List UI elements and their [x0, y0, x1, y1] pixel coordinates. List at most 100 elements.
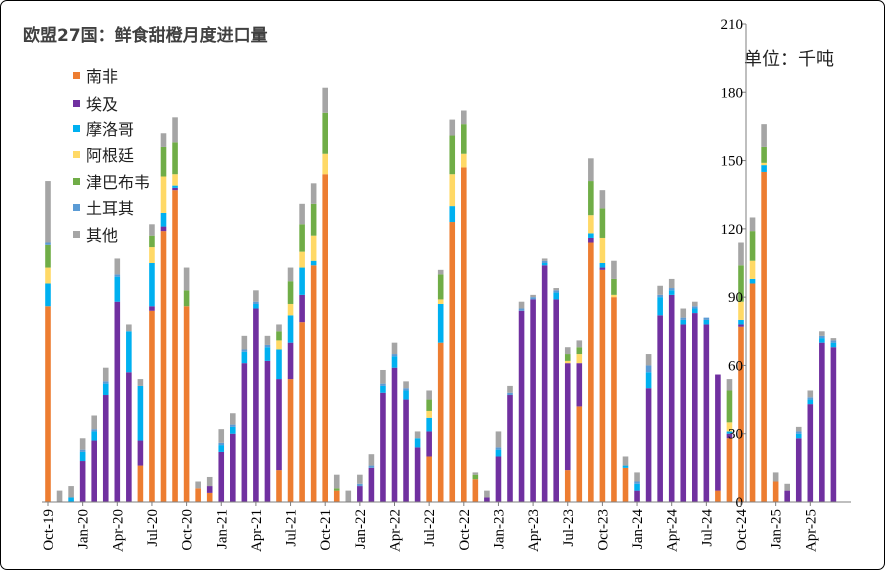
bar-Jun-21-2	[276, 349, 282, 380]
bar-Jan-23-6	[495, 431, 502, 448]
bar-Oct-20-0	[183, 306, 190, 502]
bar-May-21-5	[264, 344, 271, 348]
bar-Apr-24-1	[668, 294, 675, 502]
bar-Aug-22-2	[437, 303, 444, 343]
x-tick-label: Oct-21	[318, 509, 334, 551]
bar-Jun-21-1	[276, 379, 282, 471]
bar-Aug-20-1	[160, 226, 167, 232]
bar-Apr-25-5	[807, 397, 814, 400]
bar-Oct-24-2	[738, 319, 744, 325]
bar-Mar-22-2	[380, 385, 386, 393]
bar-Feb-21-2	[230, 426, 236, 434]
bar-Mar-25-1	[795, 438, 802, 502]
bar-Mar-24-6	[657, 285, 663, 295]
legend-swatch-icon	[73, 150, 80, 158]
legend-swatch-icon	[73, 124, 80, 132]
bar-Feb-20-6	[91, 415, 97, 430]
bar-Sep-24-6	[726, 379, 733, 391]
bar-Nov-20-0	[195, 488, 201, 502]
bar-Oct-19-5	[45, 242, 51, 245]
bar-Oct-24-4	[738, 265, 744, 302]
bar-Aug-20-6	[160, 133, 167, 147]
bar-Feb-20-2	[91, 431, 97, 441]
bar-Sep-22-2	[449, 206, 456, 223]
bar-Aug-22-3	[437, 299, 444, 304]
bar-Jun-20-0	[137, 465, 144, 502]
x-tick-label: Oct-23	[595, 509, 611, 551]
bar-Jun-21-4	[276, 331, 282, 341]
bar-Dec-21-6	[345, 490, 352, 502]
bar-Apr-24-5	[668, 288, 675, 291]
bar-May-23-6	[541, 258, 548, 261]
bar-Jun-20-2	[137, 385, 144, 441]
bar-Jan-24-6	[634, 472, 640, 482]
bar-Apr-24-2	[668, 290, 675, 295]
bar-May-24-2	[680, 319, 687, 325]
bar-Mar-22-1	[380, 392, 386, 502]
bar-Aug-20-4	[160, 146, 167, 177]
x-tick-label: Jan-25	[769, 509, 785, 549]
x-tick-label: Oct-20	[180, 509, 196, 551]
x-tick-label: Jul-21	[284, 509, 300, 547]
bar-Jul-24-2	[703, 319, 710, 325]
bar-Nov-23-4	[611, 278, 617, 295]
x-tick-label: Jan-24	[630, 509, 646, 549]
bar-Dec-19-6	[68, 486, 74, 498]
bar-Jun-20-6	[137, 379, 144, 386]
bar-May-20-2	[126, 331, 132, 373]
bar-Apr-20-2	[114, 276, 121, 302]
bar-Aug-24-0	[715, 490, 721, 502]
bar-Mar-21-5	[241, 349, 248, 352]
bar-Sep-23-3	[588, 215, 594, 234]
bar-Apr-20-1	[114, 301, 121, 502]
bar-Feb-21-5	[230, 424, 236, 427]
y-tick-label: 180	[721, 85, 744, 101]
bar-Jun-22-6	[414, 431, 421, 439]
legend-label: 摩洛哥	[86, 120, 135, 139]
bar-Jul-22-2	[426, 417, 432, 432]
bar-Sep-21-3	[310, 235, 317, 261]
bar-Oct-21-4	[322, 112, 328, 154]
bar-Apr-25-1	[807, 404, 814, 502]
bar-May-25-6	[819, 331, 825, 336]
bar-Mar-24-5	[657, 294, 663, 298]
bar-Apr-22-6	[391, 342, 398, 355]
bar-Oct-23-1	[599, 267, 606, 270]
bar-Apr-23-1	[530, 299, 536, 502]
x-tick-label: Oct-24	[734, 509, 750, 551]
bar-Jan-22-1	[357, 486, 363, 502]
bar-Aug-23-3	[576, 354, 583, 364]
bar-Dec-24-4	[761, 146, 767, 163]
bar-Nov-24-6	[749, 217, 756, 232]
bar-May-22-6	[403, 381, 409, 389]
bar-Jul-21-0	[287, 379, 294, 502]
bar-Oct-19-6	[45, 181, 51, 243]
legend-label: 津巴布韦	[86, 173, 151, 192]
bar-Oct-23-6	[599, 190, 606, 209]
legend-swatch-icon	[73, 177, 80, 185]
x-tick-label: Apr-23	[526, 509, 542, 552]
bar-May-24-1	[680, 324, 687, 502]
bar-Apr-23-6	[530, 294, 536, 298]
bar-Dec-24-0	[761, 171, 767, 502]
legend-swatch-icon	[73, 71, 80, 79]
legend-label: 阿根廷	[86, 146, 135, 165]
bar-Jul-22-1	[426, 431, 432, 457]
bar-Jan-25-0	[772, 481, 779, 502]
bar-Jan-20-2	[79, 451, 86, 462]
bar-Nov-19-6	[56, 490, 63, 502]
bar-May-21-1	[264, 360, 271, 502]
x-tick-label: Jul-20	[145, 509, 161, 547]
bar-Jun-25-2	[830, 342, 837, 348]
bar-Jan-20-1	[79, 461, 86, 502]
bar-Feb-21-1	[230, 433, 236, 502]
bar-Sep-20-4	[172, 142, 178, 175]
bar-Jul-21-6	[287, 267, 294, 282]
bar-Jun-24-2	[692, 308, 698, 314]
legend-item-turkey: 土耳其	[73, 195, 134, 219]
bar-Oct-21-3	[322, 153, 328, 175]
bar-Mar-22-5	[380, 383, 386, 386]
y-tick-label: 90	[728, 290, 743, 306]
x-tick-label: Jan-23	[491, 509, 507, 549]
